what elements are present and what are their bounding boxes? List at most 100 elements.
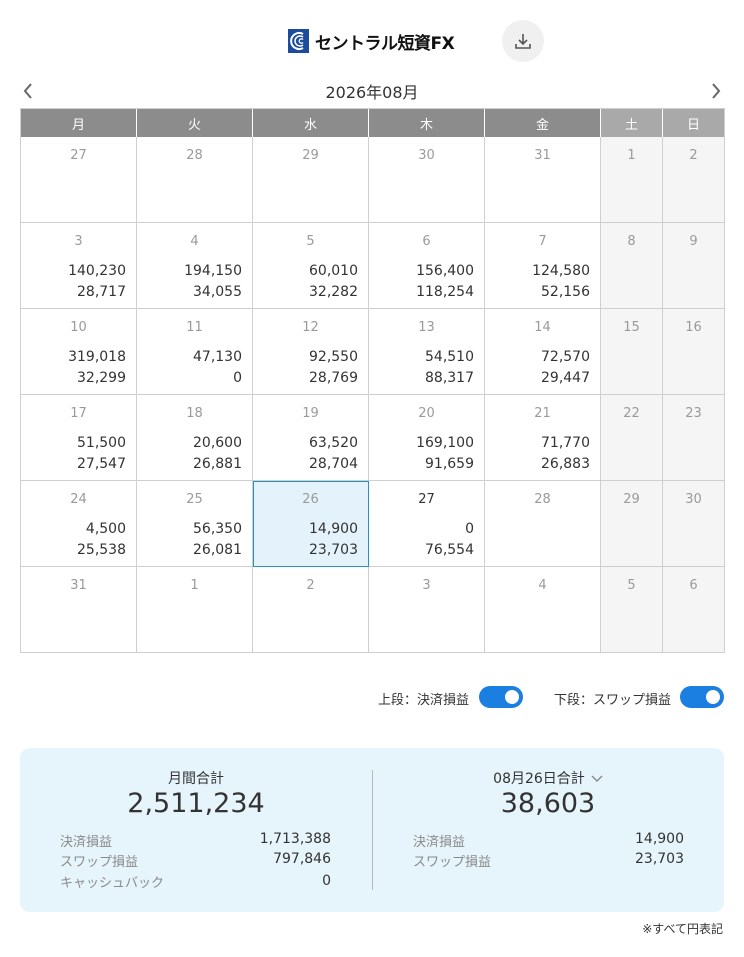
day-cell[interactable]: 27 [21, 137, 137, 223]
settlement-pl: 20,600 [193, 435, 242, 451]
upper-row-toggle[interactable] [479, 686, 523, 708]
calendar-week: 31 1 2 3 4 5 6 [21, 567, 725, 653]
day-cell[interactable]: 6 156,400 118,254 [369, 223, 485, 309]
swap-pl: 28,769 [309, 370, 358, 386]
toggle-knob [505, 690, 519, 704]
day-cell[interactable]: 3 [369, 567, 485, 653]
day-number: 4 [190, 234, 199, 249]
day-cell[interactable]: 28 [137, 137, 253, 223]
settlement-pl: 51,500 [77, 435, 126, 451]
swap-pl: 118,254 [416, 284, 474, 300]
weekday-label: 水 [253, 109, 369, 137]
day-cell[interactable]: 29 [253, 137, 369, 223]
settlement-pl: 47,130 [193, 349, 242, 365]
day-number: 15 [623, 320, 640, 335]
summary-value: 0 [322, 873, 331, 889]
settlement-pl: 63,520 [309, 435, 358, 451]
day-number: 30 [418, 148, 435, 163]
day-number: 4 [538, 578, 547, 593]
settlement-pl: 60,010 [309, 263, 358, 279]
swap-pl: 26,081 [193, 542, 242, 558]
settlement-pl: 56,350 [193, 521, 242, 537]
settlement-pl: 71,770 [541, 435, 590, 451]
day-cell[interactable]: 1 [137, 567, 253, 653]
settlement-pl: 124,580 [532, 263, 590, 279]
download-button[interactable] [502, 20, 544, 62]
day-cell[interactable]: 21 71,770 26,883 [485, 395, 601, 481]
day-number: 27 [70, 148, 87, 163]
summary-label: スワップ損益 [60, 855, 139, 870]
day-cell[interactable]: 4 [485, 567, 601, 653]
summary-value: 14,900 [635, 831, 684, 847]
day-cell[interactable]: 25 56,350 26,081 [137, 481, 253, 567]
day-cell[interactable]: 14 72,570 29,447 [485, 309, 601, 395]
daily-total-value: 38,603 [500, 788, 596, 819]
daily-total-selector[interactable]: 08月26日合計 [372, 768, 724, 788]
summary-value: 1,713,388 [259, 831, 331, 847]
day-cell[interactable]: 7 124,580 52,156 [485, 223, 601, 309]
prev-month-button[interactable] [15, 78, 41, 104]
lower-row-toggle-label: 下段：スワップ損益 [554, 693, 672, 708]
summary-label: 決済損益 [413, 835, 466, 850]
chevron-down-icon [591, 775, 603, 782]
day-cell[interactable]: 13 54,510 88,317 [369, 309, 485, 395]
settlement-pl: 169,100 [416, 435, 474, 451]
day-number: 28 [186, 148, 203, 163]
day-cell[interactable]: 24 4,500 25,538 [21, 481, 137, 567]
settlement-pl: 194,150 [184, 263, 242, 279]
day-cell[interactable]: 19 63,520 28,704 [253, 395, 369, 481]
day-number: 14 [534, 320, 551, 335]
day-number: 2 [689, 148, 698, 163]
next-month-button[interactable] [703, 78, 729, 104]
lower-row-toggle[interactable] [680, 686, 724, 708]
day-number: 10 [70, 320, 87, 335]
monthly-total-value: 2,511,234 [127, 788, 265, 819]
weekday-label: 木 [369, 109, 485, 137]
day-cell[interactable]: 31 [485, 137, 601, 223]
day-cell-selected[interactable]: 26 14,900 23,703 [253, 481, 369, 567]
day-cell[interactable]: 31 [21, 567, 137, 653]
day-cell[interactable]: 4 194,150 34,055 [137, 223, 253, 309]
day-number: 9 [689, 234, 698, 249]
day-cell-weekend: 1 [601, 137, 663, 223]
brand-logo: セントラル短資FX [288, 29, 455, 54]
day-cell-weekend: 30 [663, 481, 725, 567]
calendar-week: 27 28 29 30 31 1 2 [21, 137, 725, 223]
day-cell[interactable]: 10 319,018 32,299 [21, 309, 137, 395]
calendar-week: 3 140,230 28,717 4 194,150 34,055 5 60,010 32,… [21, 223, 725, 309]
day-cell-weekend: 2 [663, 137, 725, 223]
day-cell[interactable]: 2 [253, 567, 369, 653]
summary-value: 797,846 [273, 851, 331, 867]
day-cell[interactable]: 12 92,550 28,769 [253, 309, 369, 395]
swap-pl: 76,554 [425, 542, 474, 558]
calendar-week: 17 51,500 27,547 18 20,600 26,881 19 63,520 28… [21, 395, 725, 481]
day-cell[interactable]: 18 20,600 26,881 [137, 395, 253, 481]
day-cell-weekend: 15 [601, 309, 663, 395]
day-cell[interactable]: 30 [369, 137, 485, 223]
month-navigation: 2026年08月 [0, 78, 744, 104]
day-cell-weekend: 22 [601, 395, 663, 481]
swap-pl: 32,282 [309, 284, 358, 300]
logo-mark-icon [288, 29, 309, 53]
day-cell[interactable]: 20 169,100 91,659 [369, 395, 485, 481]
day-number: 18 [186, 406, 203, 421]
chevron-left-icon [23, 83, 32, 99]
day-number: 5 [306, 234, 315, 249]
currency-footnote: ※すべて円表記 [642, 922, 723, 936]
swap-pl: 52,156 [541, 284, 590, 300]
day-cell[interactable]: 3 140,230 28,717 [21, 223, 137, 309]
day-number: 6 [689, 578, 698, 593]
day-cell[interactable]: 5 60,010 32,282 [253, 223, 369, 309]
daily-total-title: 08月26日合計 [493, 771, 585, 787]
day-number: 23 [685, 406, 702, 421]
settlement-pl: 140,230 [68, 263, 126, 279]
day-cell[interactable]: 28 [485, 481, 601, 567]
day-cell[interactable]: 11 47,130 0 [137, 309, 253, 395]
day-cell[interactable]: 27 0 76,554 [369, 481, 485, 567]
day-cell[interactable]: 17 51,500 27,547 [21, 395, 137, 481]
calendar-grid: 月 火 水 木 金 土 日 27 28 29 30 31 1 2 3 140,23… [20, 108, 725, 653]
month-title: 2026年08月 [325, 83, 419, 102]
settlement-pl: 156,400 [416, 263, 474, 279]
day-number: 20 [418, 406, 435, 421]
calendar-week: 10 319,018 32,299 11 47,130 0 12 92,550 28,769… [21, 309, 725, 395]
